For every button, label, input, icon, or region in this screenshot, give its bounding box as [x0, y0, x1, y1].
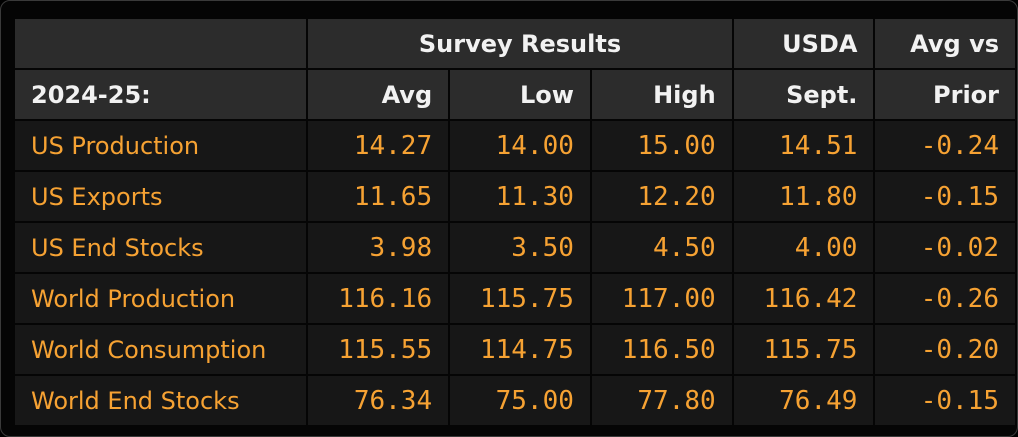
header-cell: USDA [733, 19, 874, 68]
table-body: US Production 14.27 14.00 15.00 14.51 -0.24 US… [15, 121, 1015, 425]
header-cell [15, 19, 307, 68]
cell: 14.00 [450, 121, 590, 170]
cell: 75.00 [450, 376, 590, 425]
cell: 12.20 [591, 172, 732, 221]
header-group: Survey Results [308, 19, 732, 68]
cell: 11.65 [308, 172, 449, 221]
table-row: US Exports 11.65 11.30 12.20 11.80 -0.15 [15, 172, 1015, 221]
cell: -0.02 [875, 223, 1015, 272]
table-row: US End Stocks 3.98 3.50 4.50 4.00 -0.02 [15, 223, 1015, 272]
cell: 14.27 [308, 121, 449, 170]
header-cell: Avg vs [875, 19, 1015, 68]
table-row: US Production 14.27 14.00 15.00 14.51 -0.24 [15, 121, 1015, 170]
row-label: US End Stocks [15, 223, 307, 272]
column-header: 2024-25: [15, 70, 307, 119]
cell: -0.24 [875, 121, 1015, 170]
cell: 3.50 [450, 223, 590, 272]
cell: 3.98 [308, 223, 449, 272]
cell: 76.34 [308, 376, 449, 425]
column-header: High [591, 70, 732, 119]
cell: 116.42 [733, 274, 874, 323]
cell: -0.15 [875, 172, 1015, 221]
cell: 116.50 [591, 325, 732, 374]
cell: 115.75 [733, 325, 874, 374]
cell: 117.00 [591, 274, 732, 323]
column-header: Sept. [733, 70, 874, 119]
cell: 4.00 [733, 223, 874, 272]
cell: 115.55 [308, 325, 449, 374]
row-label: US Exports [15, 172, 307, 221]
row-label: World End Stocks [15, 376, 307, 425]
table-row: World End Stocks 76.34 75.00 77.80 76.49 -0.1… [15, 376, 1015, 425]
column-row: 2024-25: Avg Low High Sept. Prior [15, 70, 1015, 119]
cell: 15.00 [591, 121, 732, 170]
cell: 114.75 [450, 325, 590, 374]
row-label: World Consumption [15, 325, 307, 374]
cell: 14.51 [733, 121, 874, 170]
row-label: US Production [15, 121, 307, 170]
column-header: Low [450, 70, 590, 119]
cell: -0.15 [875, 376, 1015, 425]
table-row: World Consumption 115.55 114.75 116.50 115.7… [15, 325, 1015, 374]
data-table: Survey Results USDA Avg vs 2024-25: Avg Lo… [13, 17, 1017, 427]
cell: 76.49 [733, 376, 874, 425]
cell: 116.16 [308, 274, 449, 323]
row-label: World Production [15, 274, 307, 323]
cell: -0.26 [875, 274, 1015, 323]
cell: 77.80 [591, 376, 732, 425]
table-row: World Production 116.16 115.75 117.00 116.42… [15, 274, 1015, 323]
column-header: Prior [875, 70, 1015, 119]
header-row: Survey Results USDA Avg vs [15, 19, 1015, 68]
cell: -0.20 [875, 325, 1015, 374]
cell: 4.50 [591, 223, 732, 272]
cell: 11.80 [733, 172, 874, 221]
cell: 11.30 [450, 172, 590, 221]
column-header: Avg [308, 70, 449, 119]
cell: 115.75 [450, 274, 590, 323]
